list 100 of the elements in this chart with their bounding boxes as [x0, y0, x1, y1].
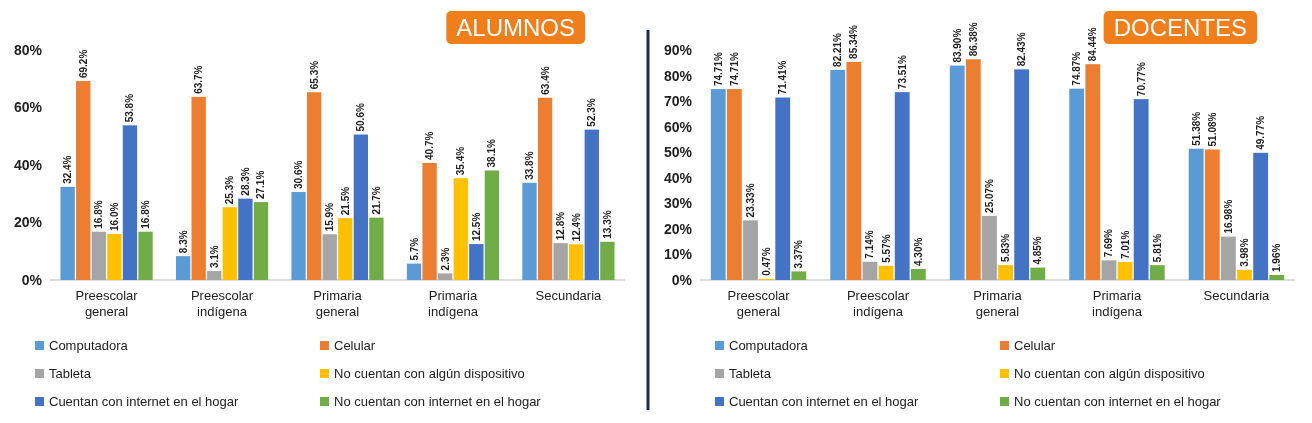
- bar: [846, 61, 862, 280]
- data-label: 74.87%: [1071, 51, 1083, 86]
- data-label: 21.7%: [370, 186, 382, 215]
- data-label: 27.1%: [255, 170, 267, 200]
- bar: [76, 81, 91, 280]
- data-label: 4.85%: [1032, 236, 1044, 265]
- data-label: 85.34%: [848, 24, 860, 59]
- bar: [1133, 99, 1149, 280]
- bar: [791, 271, 807, 280]
- data-label: 70.77%: [1135, 62, 1147, 97]
- data-label: 82.43%: [1016, 32, 1028, 67]
- bar: [1188, 148, 1204, 280]
- data-label: 28.3%: [239, 167, 251, 196]
- bar: [522, 182, 537, 280]
- bar: [138, 231, 153, 280]
- legend-label: Tableta: [49, 366, 92, 381]
- bar: [1149, 265, 1165, 280]
- bar: [775, 97, 791, 280]
- bar: [1101, 260, 1117, 280]
- x-tick-label: Primaria indígena: [1092, 288, 1143, 319]
- data-label: 12.4%: [570, 212, 582, 242]
- bar: [1253, 152, 1269, 280]
- bar: [306, 92, 322, 280]
- data-label: 5.81%: [1151, 233, 1163, 263]
- bar: [743, 220, 758, 280]
- data-label: 1.96%: [1271, 243, 1283, 272]
- y-tick-label: 50%: [663, 144, 693, 161]
- bar: [60, 186, 75, 280]
- data-label: 16.98%: [1222, 199, 1234, 234]
- data-label: 12.8%: [555, 211, 567, 241]
- data-label: 7.01%: [1119, 230, 1131, 260]
- y-tick-label: 20%: [663, 220, 693, 237]
- data-label: 74.71%: [728, 52, 740, 87]
- bar: [600, 241, 615, 280]
- x-tick-label: Primaria general: [313, 288, 363, 319]
- bar: [584, 129, 599, 280]
- bar: [353, 134, 369, 280]
- y-tick-label: 10%: [663, 246, 693, 263]
- bar: [438, 273, 453, 280]
- data-label: 63.7%: [193, 65, 205, 94]
- bar: [1237, 269, 1252, 280]
- y-tick-label: 0%: [671, 271, 693, 288]
- y-tick-label: 30%: [663, 195, 693, 212]
- data-label: 83.90%: [951, 28, 963, 63]
- bar: [1269, 274, 1285, 280]
- bar: [726, 89, 742, 280]
- data-label: 25.3%: [224, 175, 236, 205]
- data-label: 73.51%: [896, 55, 908, 90]
- data-label: 16.8%: [93, 200, 105, 229]
- y-tick-label: 60%: [13, 99, 43, 116]
- x-tick-label: Preescolar general: [75, 288, 139, 319]
- data-label: 15.9%: [324, 202, 336, 232]
- data-label: 25.07%: [983, 178, 995, 213]
- bar: [253, 202, 269, 280]
- data-label: 49.77%: [1255, 115, 1267, 150]
- data-label: 38.1%: [486, 139, 498, 168]
- y-tick-label: 90%: [663, 41, 693, 58]
- data-label: 23.33%: [744, 183, 756, 218]
- bar: [406, 263, 422, 280]
- bar: [1220, 236, 1236, 280]
- x-tick-label: Secundaria: [1203, 288, 1271, 303]
- x-tick-label: Preescolar indígena: [190, 288, 254, 319]
- bar: [910, 269, 926, 280]
- bar: [949, 65, 965, 280]
- legend-label: No cuentan con algún dispositivo: [1014, 366, 1205, 381]
- bar: [553, 243, 568, 280]
- data-label: 63.4%: [539, 66, 551, 95]
- bar: [982, 215, 997, 280]
- data-label: 52.3%: [586, 98, 598, 127]
- y-tick-label: 0%: [21, 271, 43, 288]
- data-label: 35.4%: [455, 146, 467, 176]
- bar: [453, 178, 468, 280]
- bar: [291, 192, 306, 280]
- x-tick-label: Primaria general: [973, 288, 1023, 319]
- legend-label: Celular: [334, 338, 376, 353]
- data-label: 82.21%: [832, 32, 844, 67]
- data-label: 32.4%: [62, 155, 74, 184]
- bar: [338, 218, 353, 280]
- bar: [1014, 69, 1030, 280]
- x-tick-label: Primaria indígena: [428, 288, 479, 319]
- data-label: 51.08%: [1206, 112, 1218, 147]
- legend-label: Computadora: [49, 338, 129, 353]
- bar: [830, 69, 846, 280]
- data-label: 7.14%: [864, 230, 876, 259]
- data-label: 33.8%: [523, 151, 535, 180]
- y-tick-label: 60%: [663, 118, 693, 135]
- data-label: 71.41%: [777, 60, 789, 95]
- bar: [1117, 262, 1133, 280]
- legend-label: No cuentan con algún dispositivo: [334, 366, 525, 381]
- y-tick-label: 80%: [13, 41, 43, 58]
- bar: [894, 92, 910, 280]
- bar: [107, 234, 122, 280]
- data-label: 3.37%: [793, 239, 805, 269]
- data-label: 5.57%: [880, 234, 892, 263]
- legend-label: Cuentan con internet en el hogar: [729, 394, 920, 409]
- data-label: 65.3%: [308, 60, 320, 90]
- data-label: 53.8%: [124, 93, 136, 123]
- data-label: 16.8%: [140, 200, 152, 229]
- data-label: 21.5%: [339, 186, 351, 216]
- x-tick-label: Preescolar general: [727, 288, 791, 319]
